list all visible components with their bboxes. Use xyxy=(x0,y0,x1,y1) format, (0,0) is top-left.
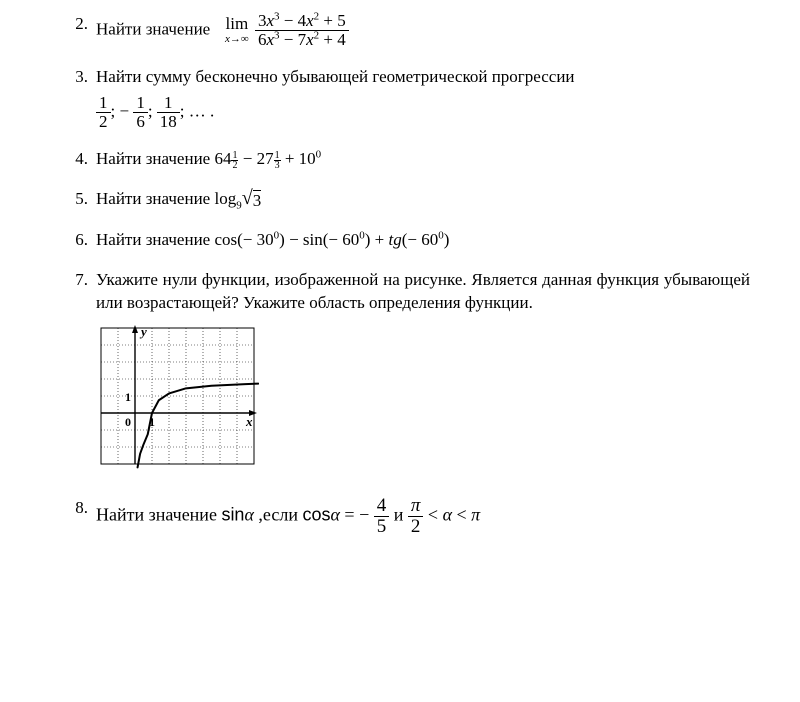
numerator: 3x3 − 4x2 + 5 xyxy=(255,12,349,30)
problem-7: 7. Укажите нули функции, изображенной на… xyxy=(60,268,750,316)
problem-6: 6. Найти значение cos(− 300) − sin(− 600… xyxy=(60,228,750,252)
problem-8: 8. Найти значение sinα ,если cosα = − 45… xyxy=(60,496,750,537)
problem-number: 3. xyxy=(60,65,88,89)
fraction-4-5: 45 xyxy=(374,496,390,537)
term-1: 12 xyxy=(96,94,111,131)
problem-body: Найти значение cos(− 300) − sin(− 600) +… xyxy=(96,228,750,252)
problem-number: 4. xyxy=(60,147,88,171)
label: Найти значение xyxy=(96,19,210,38)
svg-text:y: y xyxy=(139,324,147,339)
problem-body: Найти значение sinα ,если cosα = − 45 и … xyxy=(96,496,750,537)
problem-number: 7. xyxy=(60,268,88,292)
problem-2: 2. Найти значение lim x→∞ 3x3 − 4x2 + 5 … xyxy=(60,12,750,49)
term-2: 16 xyxy=(133,94,148,131)
sequence: 12; − 16; 118; … . xyxy=(96,94,750,131)
problem-body: Найти значение log9√3 xyxy=(96,187,750,212)
problem-number: 2. xyxy=(60,12,88,36)
label: Найти сумму бесконечно убывающей геометр… xyxy=(96,67,575,86)
problem-number: 5. xyxy=(60,187,88,211)
denominator: 6x3 − 7x2 + 4 xyxy=(255,30,349,49)
sqrt: √3 xyxy=(242,188,261,211)
function-graph: yx011 xyxy=(96,323,259,469)
term-3: 118 xyxy=(157,94,180,131)
problem-5: 5. Найти значение log9√3 xyxy=(60,187,750,212)
label: Найти значение xyxy=(96,230,214,249)
problem-body: Найти сумму бесконечно убывающей геометр… xyxy=(96,65,750,131)
fraction-pi-2: π2 xyxy=(408,496,424,537)
problem-body: Найти значение lim x→∞ 3x3 − 4x2 + 5 6x3… xyxy=(96,12,750,49)
problem-4: 4. Найти значение 6412 − 2713 + 100 xyxy=(60,147,750,171)
problem-number: 8. xyxy=(60,496,88,520)
lim: lim x→∞ xyxy=(225,15,249,45)
radix-icon: √ xyxy=(242,188,253,208)
problem-body: Укажите нули функции, изображенной на ри… xyxy=(96,268,750,316)
lim-sub: x→∞ xyxy=(225,34,249,45)
fraction: 3x3 − 4x2 + 5 6x3 − 7x2 + 4 xyxy=(255,12,349,49)
problem-3: 3. Найти сумму бесконечно убывающей геом… xyxy=(60,65,750,131)
label: Найти значение xyxy=(96,189,214,208)
problem-number: 6. xyxy=(60,228,88,252)
svg-text:x: x xyxy=(245,414,253,429)
lim-top: lim xyxy=(225,15,249,32)
graph-container: yx011 xyxy=(96,323,750,474)
svg-text:0: 0 xyxy=(125,415,131,429)
svg-text:1: 1 xyxy=(125,390,131,404)
label: Найти значение xyxy=(96,149,214,168)
problem-body: Найти значение 6412 − 2713 + 100 xyxy=(96,147,750,171)
exp-2: 13 xyxy=(274,151,281,170)
